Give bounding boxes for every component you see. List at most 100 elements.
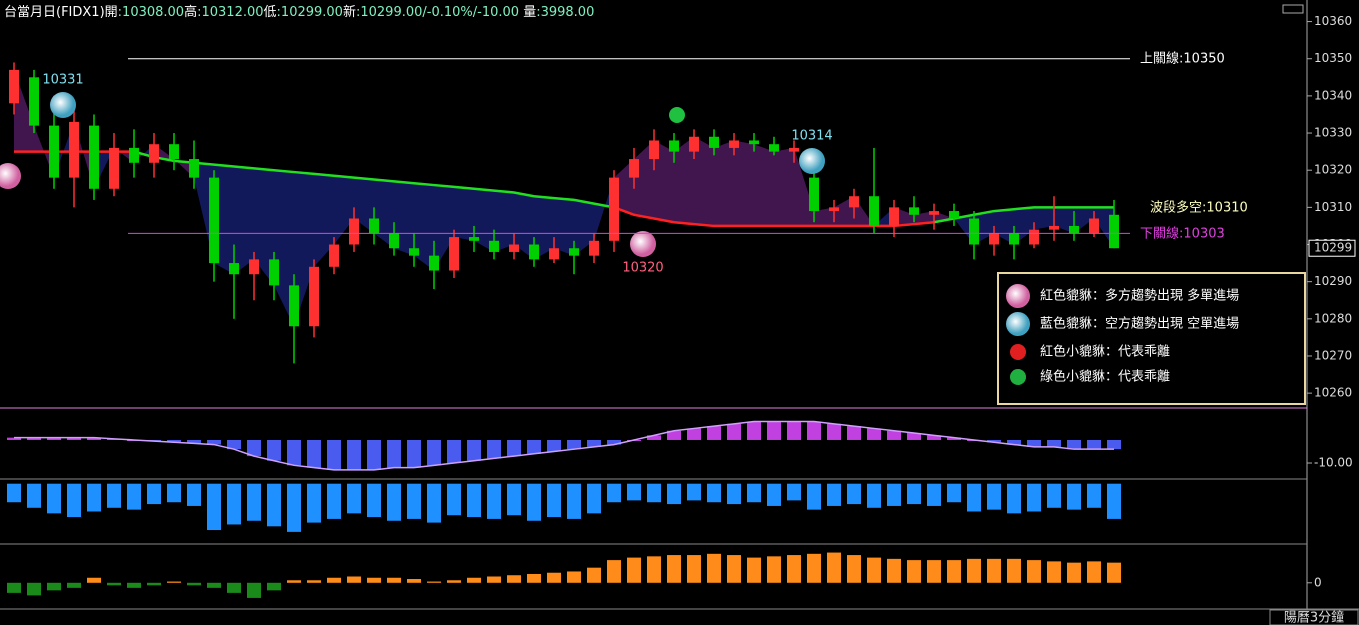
indicator-bar	[627, 483, 641, 501]
field-value: :10312.00	[197, 5, 263, 20]
indicator-bar	[67, 437, 81, 440]
indicator-bar	[887, 483, 901, 506]
indicator-bar	[1007, 483, 1021, 514]
indicator-bar	[327, 577, 341, 583]
indicator-bar	[7, 483, 21, 503]
indicator-bar	[607, 560, 621, 583]
band-fill	[774, 147, 794, 226]
legend-text: 藍色貔貅：空方趨勢出現 空單進場	[1040, 316, 1239, 332]
indicator-bar	[1067, 439, 1081, 450]
indicator-bar	[27, 437, 41, 440]
band-fill	[754, 144, 774, 226]
marker-label: 10320	[622, 261, 663, 276]
candle-body	[469, 237, 479, 241]
indicator-bar	[307, 580, 321, 583]
indicator-bar	[747, 557, 761, 583]
indicator-bar	[1047, 483, 1061, 508]
indicator-bar	[347, 576, 361, 583]
indicator-bar	[427, 439, 441, 466]
candle-body	[769, 144, 779, 152]
indicator-bar	[947, 483, 961, 503]
candle-body	[329, 244, 339, 267]
legend-icon	[1010, 344, 1026, 360]
ref-sep: :	[1179, 226, 1183, 241]
band-fill	[694, 136, 714, 226]
indicator-bar	[967, 558, 981, 583]
candle-body	[989, 233, 999, 245]
last-box	[1308, 239, 1356, 257]
band-fill	[814, 207, 834, 226]
pixiu-marker	[50, 92, 76, 118]
indicator-bar	[467, 577, 481, 583]
indicator-bar	[767, 421, 781, 440]
indicator-bar	[867, 428, 881, 440]
indicator-bar	[327, 439, 341, 470]
candle-body	[609, 177, 619, 241]
candle-body	[129, 147, 139, 163]
indicator-bar	[1087, 439, 1101, 450]
indicator-bar	[547, 483, 561, 518]
indicator-bar	[587, 483, 601, 514]
candle-body	[789, 147, 799, 152]
indicator-bar	[527, 573, 541, 583]
marker-label: 10314	[791, 129, 832, 144]
band-fill	[514, 192, 534, 260]
wave-name: 波段多空	[1150, 199, 1202, 215]
candle-body	[709, 136, 719, 148]
indicator-bar	[207, 582, 221, 588]
indicator-bar	[87, 577, 101, 583]
indicator-bar	[407, 483, 421, 519]
indicator-bar	[287, 580, 301, 583]
band-fill	[454, 186, 474, 241]
indicator-bar	[447, 439, 461, 464]
indicator-bar	[427, 581, 441, 583]
wave-sep: :	[1202, 200, 1206, 215]
indicator-bar	[727, 423, 741, 440]
indicator-bar	[227, 483, 241, 525]
indicator-bar	[247, 483, 261, 521]
field-label: 高	[184, 4, 197, 20]
status-box	[1269, 609, 1359, 625]
candle-body	[489, 240, 499, 252]
indicator-bar	[807, 421, 821, 440]
indicator-bar	[367, 483, 381, 518]
ref-name: 上關線	[1140, 50, 1179, 66]
indicator-bar	[867, 557, 881, 583]
indicator-bar	[587, 439, 601, 447]
candle-body	[749, 140, 759, 145]
trend-line	[133, 150, 1114, 224]
indicator-bar	[1027, 560, 1041, 583]
indicator-bar	[527, 483, 541, 521]
candle-body	[29, 77, 39, 126]
indicator-bar	[367, 439, 381, 470]
band-fill	[674, 136, 694, 225]
y-tick-label: 10290	[1314, 274, 1352, 288]
band-fill	[494, 190, 514, 252]
candle-body	[629, 159, 639, 178]
indicator-bar	[287, 483, 301, 532]
indicator-bar	[727, 483, 741, 505]
indicator-bar	[1007, 439, 1021, 445]
indicator-bar	[707, 483, 721, 503]
indicator-bar	[907, 433, 921, 440]
indicator-bar	[327, 483, 341, 519]
legend-icon	[1010, 369, 1026, 385]
candle-body	[1049, 225, 1059, 230]
band-fill	[654, 140, 674, 223]
indicator-bar	[287, 439, 301, 466]
band-fill	[474, 188, 494, 252]
candle-body	[269, 259, 279, 286]
indicator-bar	[787, 555, 801, 583]
legend-icon	[1006, 284, 1030, 308]
candle-body	[929, 211, 939, 215]
candle-body	[69, 121, 79, 178]
indicator-bar	[27, 483, 41, 508]
indicator-bar	[847, 426, 861, 440]
indicator-bar	[67, 582, 81, 588]
indicator-bar	[1067, 562, 1081, 583]
candle-body	[589, 240, 599, 256]
indicator-bar	[867, 483, 881, 508]
indicator-bar	[347, 439, 361, 470]
indicator-bar	[167, 581, 181, 583]
indicator-bar	[127, 483, 141, 510]
